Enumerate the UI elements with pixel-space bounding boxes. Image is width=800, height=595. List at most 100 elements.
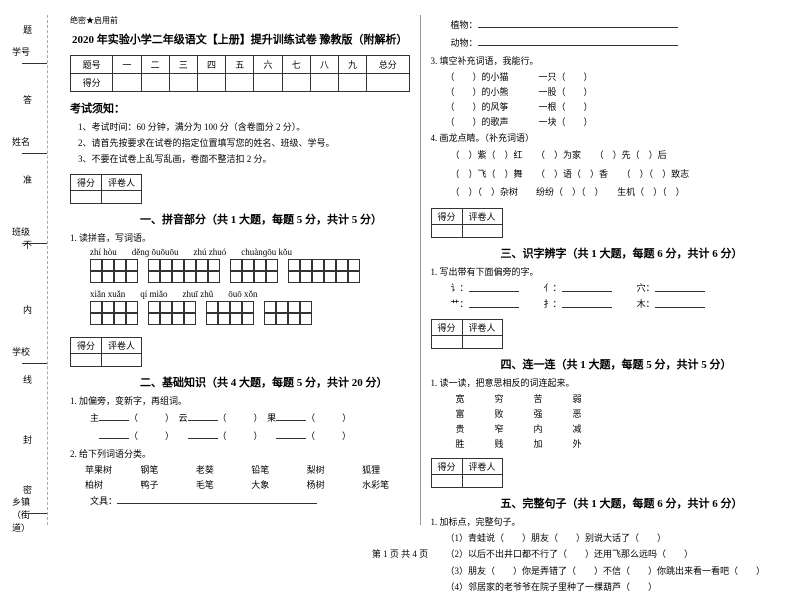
word: 铅笔 — [251, 463, 298, 476]
cell[interactable] — [462, 335, 502, 348]
fill-grid: （ ）的小猫一只（ ） （ ）的小熊一股（ ） （ ）的风筝一根（ ） （ ）的… — [431, 70, 771, 128]
binding-underline — [22, 363, 47, 364]
fill-item: （ ）紫（ ）红 — [451, 150, 523, 160]
fill-item: （ ）（ ）杂树 — [451, 187, 519, 197]
blank[interactable] — [478, 36, 678, 46]
blank[interactable] — [276, 411, 306, 421]
blank[interactable] — [276, 429, 306, 439]
cell: 七 — [282, 56, 310, 74]
cell[interactable] — [431, 224, 462, 237]
notice-line: 2、请首先按要求在试卷的指定位置填写您的姓名、班级、学号。 — [70, 136, 410, 149]
pinyin: ōuō xǒn — [228, 289, 257, 299]
char: 果 — [267, 413, 276, 423]
category-line: 植物： — [431, 17, 771, 33]
left-column: 绝密★启用前 2020 年实验小学二年级语文【上册】提升训练试卷 豫教版（附解析… — [60, 15, 421, 525]
cell[interactable] — [462, 224, 502, 237]
pinyin: qí miǎo — [140, 289, 167, 299]
category-line: 动物： — [431, 35, 771, 51]
radical: 穴 — [637, 281, 646, 294]
binding-mark: 密 — [21, 485, 34, 494]
cell[interactable] — [367, 74, 409, 92]
cell: 评卷人 — [102, 175, 142, 191]
fill-item: （ ）的小猫 — [446, 70, 509, 83]
cell[interactable] — [254, 74, 282, 92]
blank[interactable] — [99, 411, 129, 421]
cell[interactable] — [71, 354, 102, 367]
word: 梨树 — [307, 463, 354, 476]
table-row: 得分 — [71, 74, 410, 92]
binding-label-xingming: 姓名 — [6, 135, 36, 148]
cat-label: 文具： — [90, 496, 117, 506]
radical: 扌 — [544, 297, 553, 310]
blank[interactable] — [469, 282, 519, 292]
cell[interactable] — [71, 191, 102, 204]
tianzige-row — [70, 301, 410, 325]
blank[interactable] — [117, 494, 317, 504]
cell[interactable] — [197, 74, 225, 92]
word: 贱 — [495, 437, 504, 450]
cell[interactable] — [282, 74, 310, 92]
word: 弱 — [573, 392, 582, 405]
binding-label-xuehao: 学号 — [6, 45, 36, 58]
exam-title: 2020 年实验小学二年级语文【上册】提升训练试卷 豫教版（附解析） — [70, 31, 410, 47]
cell[interactable] — [141, 74, 169, 92]
word: 恶 — [573, 407, 582, 420]
cell: 得分 — [431, 208, 462, 224]
blank[interactable] — [188, 411, 218, 421]
cell[interactable] — [226, 74, 254, 92]
word: 减 — [573, 422, 582, 435]
cell: 三 — [169, 56, 197, 74]
binding-underline — [22, 513, 47, 514]
section-1-header: 一、拼音部分（共 1 大题，每题 5 分，共计 5 分） — [140, 211, 410, 227]
cell[interactable] — [462, 474, 502, 487]
blank[interactable] — [655, 282, 705, 292]
cell: 六 — [254, 56, 282, 74]
cell[interactable] — [310, 74, 338, 92]
cell: 五 — [226, 56, 254, 74]
blank[interactable] — [562, 298, 612, 308]
word: 外 — [573, 437, 582, 450]
cell[interactable] — [431, 474, 462, 487]
page-content: 绝密★启用前 2020 年实验小学二年级语文【上册】提升训练试卷 豫教版（附解析… — [0, 0, 800, 535]
fill-item: 一块（ ） — [539, 115, 593, 128]
score-box: 得分评卷人 — [431, 458, 503, 488]
fill-row: （ ）紫（ ）红 （ ）为家 （ ）先（ ）后 — [431, 147, 771, 163]
binding-mark: 答 — [21, 95, 34, 104]
word: 宽 — [456, 392, 465, 405]
cell[interactable] — [338, 74, 366, 92]
cell[interactable] — [431, 335, 462, 348]
cell[interactable] — [102, 354, 142, 367]
matching-grid: 宽穷苦弱 富败强恶 贵窄内减 胜贱加外 — [431, 392, 771, 450]
cell[interactable] — [102, 191, 142, 204]
binding-mark: 线 — [21, 375, 34, 384]
blank[interactable] — [478, 18, 678, 28]
blank[interactable] — [99, 429, 129, 439]
blank[interactable] — [188, 429, 218, 439]
tianzige-row — [70, 259, 410, 283]
blank[interactable] — [562, 282, 612, 292]
binding-mark: 不 — [21, 240, 34, 249]
fill-item: 一根（ ） — [539, 100, 593, 113]
fill-item: 纷纷（ ）（ ） — [536, 187, 599, 197]
binding-mark: 封 — [21, 435, 34, 444]
question-text: 1. 读一读，把意思相反的词连起来。 — [431, 376, 771, 389]
cat-label: 动物： — [451, 38, 478, 48]
page-footer: 第 1 页 共 4 页 — [0, 547, 800, 560]
cell: 评卷人 — [462, 319, 502, 335]
pinyin: zhí hòu — [90, 247, 117, 257]
cell: 得分 — [71, 175, 102, 191]
blank[interactable] — [655, 298, 705, 308]
word: 老葵 — [196, 463, 243, 476]
binding-underline — [22, 63, 47, 64]
cell[interactable] — [169, 74, 197, 92]
score-summary-table: 题号 一 二 三 四 五 六 七 八 九 总分 得分 — [70, 55, 410, 92]
word: 鸭子 — [140, 478, 187, 491]
score-box: 得分评卷人 — [70, 337, 142, 367]
fill-item: （ ）（ ）致志 — [626, 169, 689, 179]
binding-label-banji: 班级 — [6, 225, 36, 238]
cell: 得分 — [71, 338, 102, 354]
cell[interactable] — [113, 74, 141, 92]
blank[interactable] — [469, 298, 519, 308]
cell: 二 — [141, 56, 169, 74]
binding-mark: 准 — [21, 175, 34, 184]
